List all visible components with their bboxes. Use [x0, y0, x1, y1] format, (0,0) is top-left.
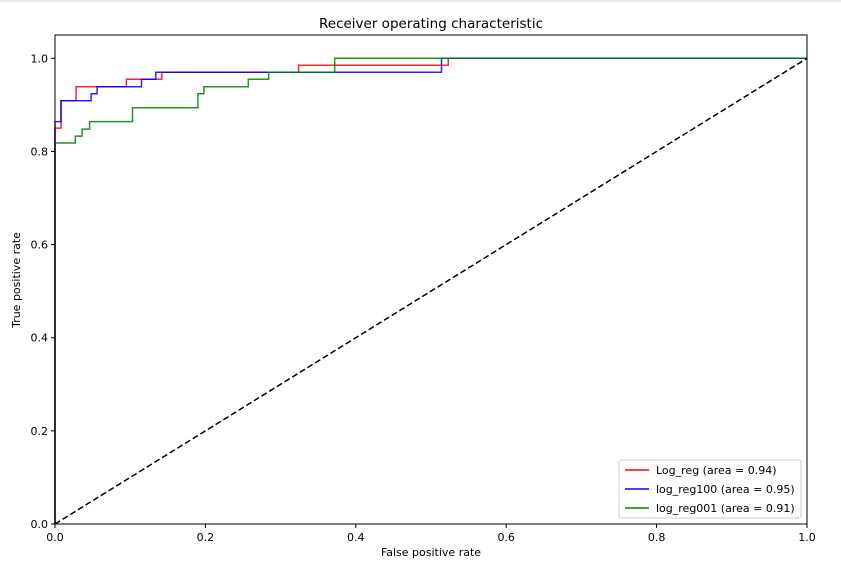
- plot-frame: [54, 34, 808, 525]
- x-tick-label: 0.6: [497, 531, 515, 544]
- x-tick-label: 0.0: [46, 531, 64, 544]
- y-tick-label: 0.0: [31, 518, 49, 531]
- series-line-2: [54, 57, 807, 524]
- plot-lines: [54, 57, 808, 525]
- series-line-1: [54, 57, 807, 524]
- top-divider: [0, 0, 841, 2]
- x-axis-label: False positive rate: [381, 546, 481, 559]
- legend: Log_reg (area = 0.94) log_reg100 (area = …: [618, 459, 802, 519]
- chart-title: Receiver operating characteristic: [319, 16, 543, 32]
- y-tick-label: 1.0: [31, 52, 49, 65]
- y-tick-label: 0.8: [31, 145, 49, 158]
- x-tick-label: 0.8: [648, 531, 666, 544]
- x-tick-label: 0.2: [197, 531, 215, 544]
- y-axis-label: True positive rate: [10, 232, 23, 329]
- diagonal-reference-line: [54, 57, 808, 525]
- legend-box: [618, 459, 802, 519]
- x-axis-ticks: 0.0 0.2 0.4 0.6 0.8 1.0: [46, 524, 816, 544]
- legend-label: Log_reg (area = 0.94): [656, 464, 777, 477]
- y-tick-label: 0.6: [31, 239, 49, 252]
- legend-label: log_reg100 (area = 0.95): [656, 483, 795, 496]
- y-tick-label: 0.2: [31, 425, 49, 438]
- y-tick-label: 0.4: [31, 332, 49, 345]
- x-tick-label: 0.4: [347, 531, 365, 544]
- legend-label: log_reg001 (area = 0.91): [656, 502, 795, 515]
- x-tick-label: 1.0: [798, 531, 816, 544]
- y-axis-ticks: 0.0 0.2 0.4 0.6 0.8 1.0: [31, 52, 55, 531]
